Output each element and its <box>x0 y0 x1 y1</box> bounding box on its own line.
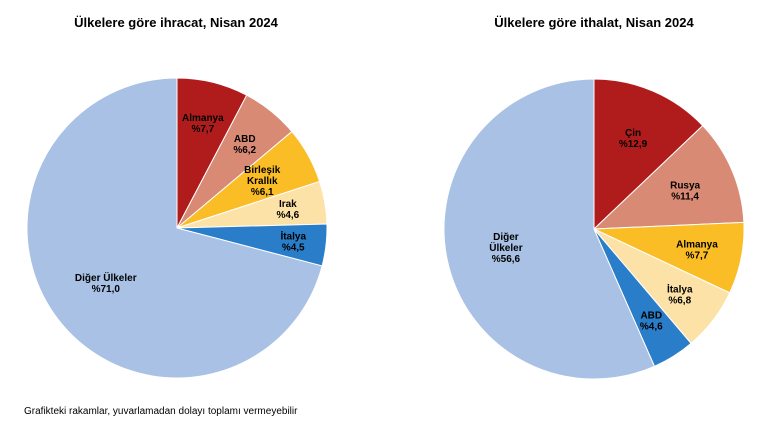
import-slice-5 <box>443 78 656 380</box>
export-slice-label-2: Birleşik Krallık %6,1 <box>244 165 281 198</box>
import-slice-label-3: İtalya %6,8 <box>667 283 693 307</box>
export-slice-label-5: Diğer Ülkeler %71,0 <box>75 271 137 295</box>
import-slice-0 <box>593 78 704 231</box>
export-slice-label-0: Almanya %7,7 <box>182 113 224 135</box>
export-chart-title: Ülkelere göre ihracat, Nisan 2024 <box>74 15 278 30</box>
export-slice-5 <box>26 77 323 379</box>
footnote: Grafikteki rakamlar, yuvarlamadan dolayı… <box>24 406 298 417</box>
import-slice-label-1: Rusya %11,4 <box>670 180 700 202</box>
import-slice-label-5: Diğer Ülkeler %56,6 <box>489 232 522 265</box>
import-slice-label-0: Çin %12,9 <box>619 128 648 150</box>
export-slice-label-1: ABD %6,2 <box>233 134 256 156</box>
export-slice-label-3: Irak %4,6 <box>276 199 299 221</box>
export-slice-label-4: İtalya %4,5 <box>280 229 306 253</box>
import-slice-label-2: Almanya %7,7 <box>676 240 718 262</box>
import-slice-1 <box>592 124 745 230</box>
import-slice-label-4: ABD %4,6 <box>640 311 663 333</box>
import-chart-title: Ülkelere göre ithalat, Nisan 2024 <box>494 15 694 30</box>
